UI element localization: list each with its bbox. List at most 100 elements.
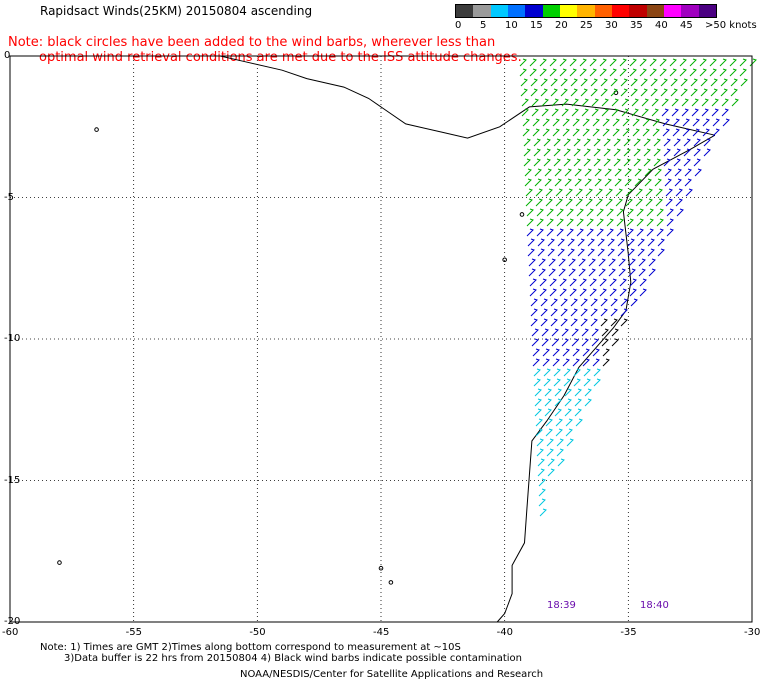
wind-barb bbox=[543, 148, 551, 157]
wind-barb bbox=[628, 258, 636, 267]
wind-barb bbox=[546, 228, 554, 237]
wind-barb bbox=[529, 278, 537, 287]
wind-barb bbox=[609, 278, 617, 287]
wind-barb bbox=[731, 98, 739, 107]
wind-barb bbox=[538, 498, 546, 507]
wind-barb bbox=[541, 98, 549, 107]
wind-barb bbox=[602, 128, 610, 137]
wind-barb bbox=[529, 288, 537, 297]
wind-barb bbox=[566, 208, 574, 217]
wind-barb bbox=[593, 158, 601, 167]
wind-barb bbox=[540, 298, 548, 307]
wind-barb bbox=[575, 198, 583, 207]
wind-barb bbox=[613, 148, 621, 157]
wind-barb bbox=[721, 108, 729, 117]
wind-barb bbox=[656, 228, 664, 237]
wind-barb bbox=[589, 288, 597, 297]
wind-barb bbox=[538, 268, 546, 277]
wind-barb bbox=[601, 98, 609, 107]
wind-barb bbox=[647, 248, 655, 257]
wind-barb bbox=[531, 98, 539, 107]
wind-barb bbox=[540, 78, 548, 87]
wind-barb bbox=[572, 358, 580, 367]
wind-barb bbox=[606, 228, 614, 237]
wind-barb bbox=[599, 278, 607, 287]
wind-barb bbox=[703, 138, 711, 147]
wind-barb bbox=[623, 138, 631, 147]
wind-barb bbox=[673, 158, 681, 167]
wind-barb bbox=[550, 88, 558, 97]
wind-barb bbox=[719, 58, 727, 67]
wind-barb bbox=[523, 138, 531, 147]
wind-barb bbox=[561, 108, 569, 117]
wind-barb bbox=[627, 238, 635, 247]
wind-barb bbox=[564, 168, 572, 177]
wind-barb bbox=[660, 78, 668, 87]
wind-barb bbox=[608, 258, 616, 267]
wind-barb bbox=[599, 58, 607, 67]
wind-barb bbox=[571, 328, 579, 337]
wind-barb bbox=[659, 58, 667, 67]
wind-barb bbox=[583, 378, 591, 387]
wind-barb bbox=[564, 178, 572, 187]
wind-barb bbox=[580, 318, 588, 327]
wind-barb bbox=[601, 338, 609, 347]
wind-barb bbox=[543, 158, 551, 167]
wind-barb bbox=[684, 178, 692, 187]
wind-barb bbox=[636, 208, 644, 217]
wind-barb bbox=[692, 118, 700, 127]
wind-barb bbox=[554, 398, 562, 407]
wind-barb bbox=[702, 118, 710, 127]
wind-barb bbox=[528, 258, 536, 267]
map-frame bbox=[9, 55, 753, 623]
wind-barb bbox=[540, 308, 548, 317]
wind-barb bbox=[536, 438, 544, 447]
wind-barb bbox=[557, 238, 565, 247]
wind-barb bbox=[527, 248, 535, 257]
wind-barb bbox=[561, 98, 569, 107]
wind-barb bbox=[591, 328, 599, 337]
wind-barb bbox=[610, 78, 618, 87]
wind-barb bbox=[547, 458, 555, 467]
legend-swatch bbox=[698, 5, 716, 17]
wind-barb bbox=[648, 268, 656, 277]
wind-barb bbox=[563, 158, 571, 167]
wind-barb bbox=[577, 248, 585, 257]
wind-barb bbox=[578, 258, 586, 267]
wind-barb bbox=[629, 278, 637, 287]
wind-barb bbox=[546, 448, 554, 457]
wind-barb bbox=[600, 298, 608, 307]
wind-barb bbox=[550, 78, 558, 87]
wind-barb bbox=[564, 388, 572, 397]
legend-label: 25 bbox=[580, 20, 593, 31]
wind-barb bbox=[568, 268, 576, 277]
wind-barb bbox=[606, 218, 614, 227]
wind-barb bbox=[565, 418, 573, 427]
wind-barb bbox=[528, 268, 536, 277]
wind-barb bbox=[618, 268, 626, 277]
lat-tick-label: -20 bbox=[4, 616, 21, 627]
wind-barb bbox=[642, 118, 650, 127]
wind-barb bbox=[544, 388, 552, 397]
legend-label: 5 bbox=[480, 20, 487, 31]
wind-barb bbox=[639, 288, 647, 297]
legend-swatch bbox=[577, 5, 595, 17]
wind-barb bbox=[532, 118, 540, 127]
wind-barb bbox=[589, 278, 597, 287]
wind-barb bbox=[610, 308, 618, 317]
wind-barb bbox=[643, 138, 651, 147]
wind-barb bbox=[526, 228, 534, 237]
wind-barb bbox=[568, 258, 576, 267]
wind-barb bbox=[592, 118, 600, 127]
wind-barb bbox=[637, 238, 645, 247]
wind-barb bbox=[609, 68, 617, 77]
wind-barb bbox=[583, 368, 591, 377]
wind-barb bbox=[699, 68, 707, 77]
wind-barb bbox=[586, 218, 594, 227]
wind-barb bbox=[640, 88, 648, 97]
wind-barb bbox=[550, 308, 558, 317]
wind-barb bbox=[529, 68, 537, 77]
wind-barb bbox=[611, 338, 619, 347]
wind-barb bbox=[592, 348, 600, 357]
wind-barb bbox=[555, 188, 563, 197]
